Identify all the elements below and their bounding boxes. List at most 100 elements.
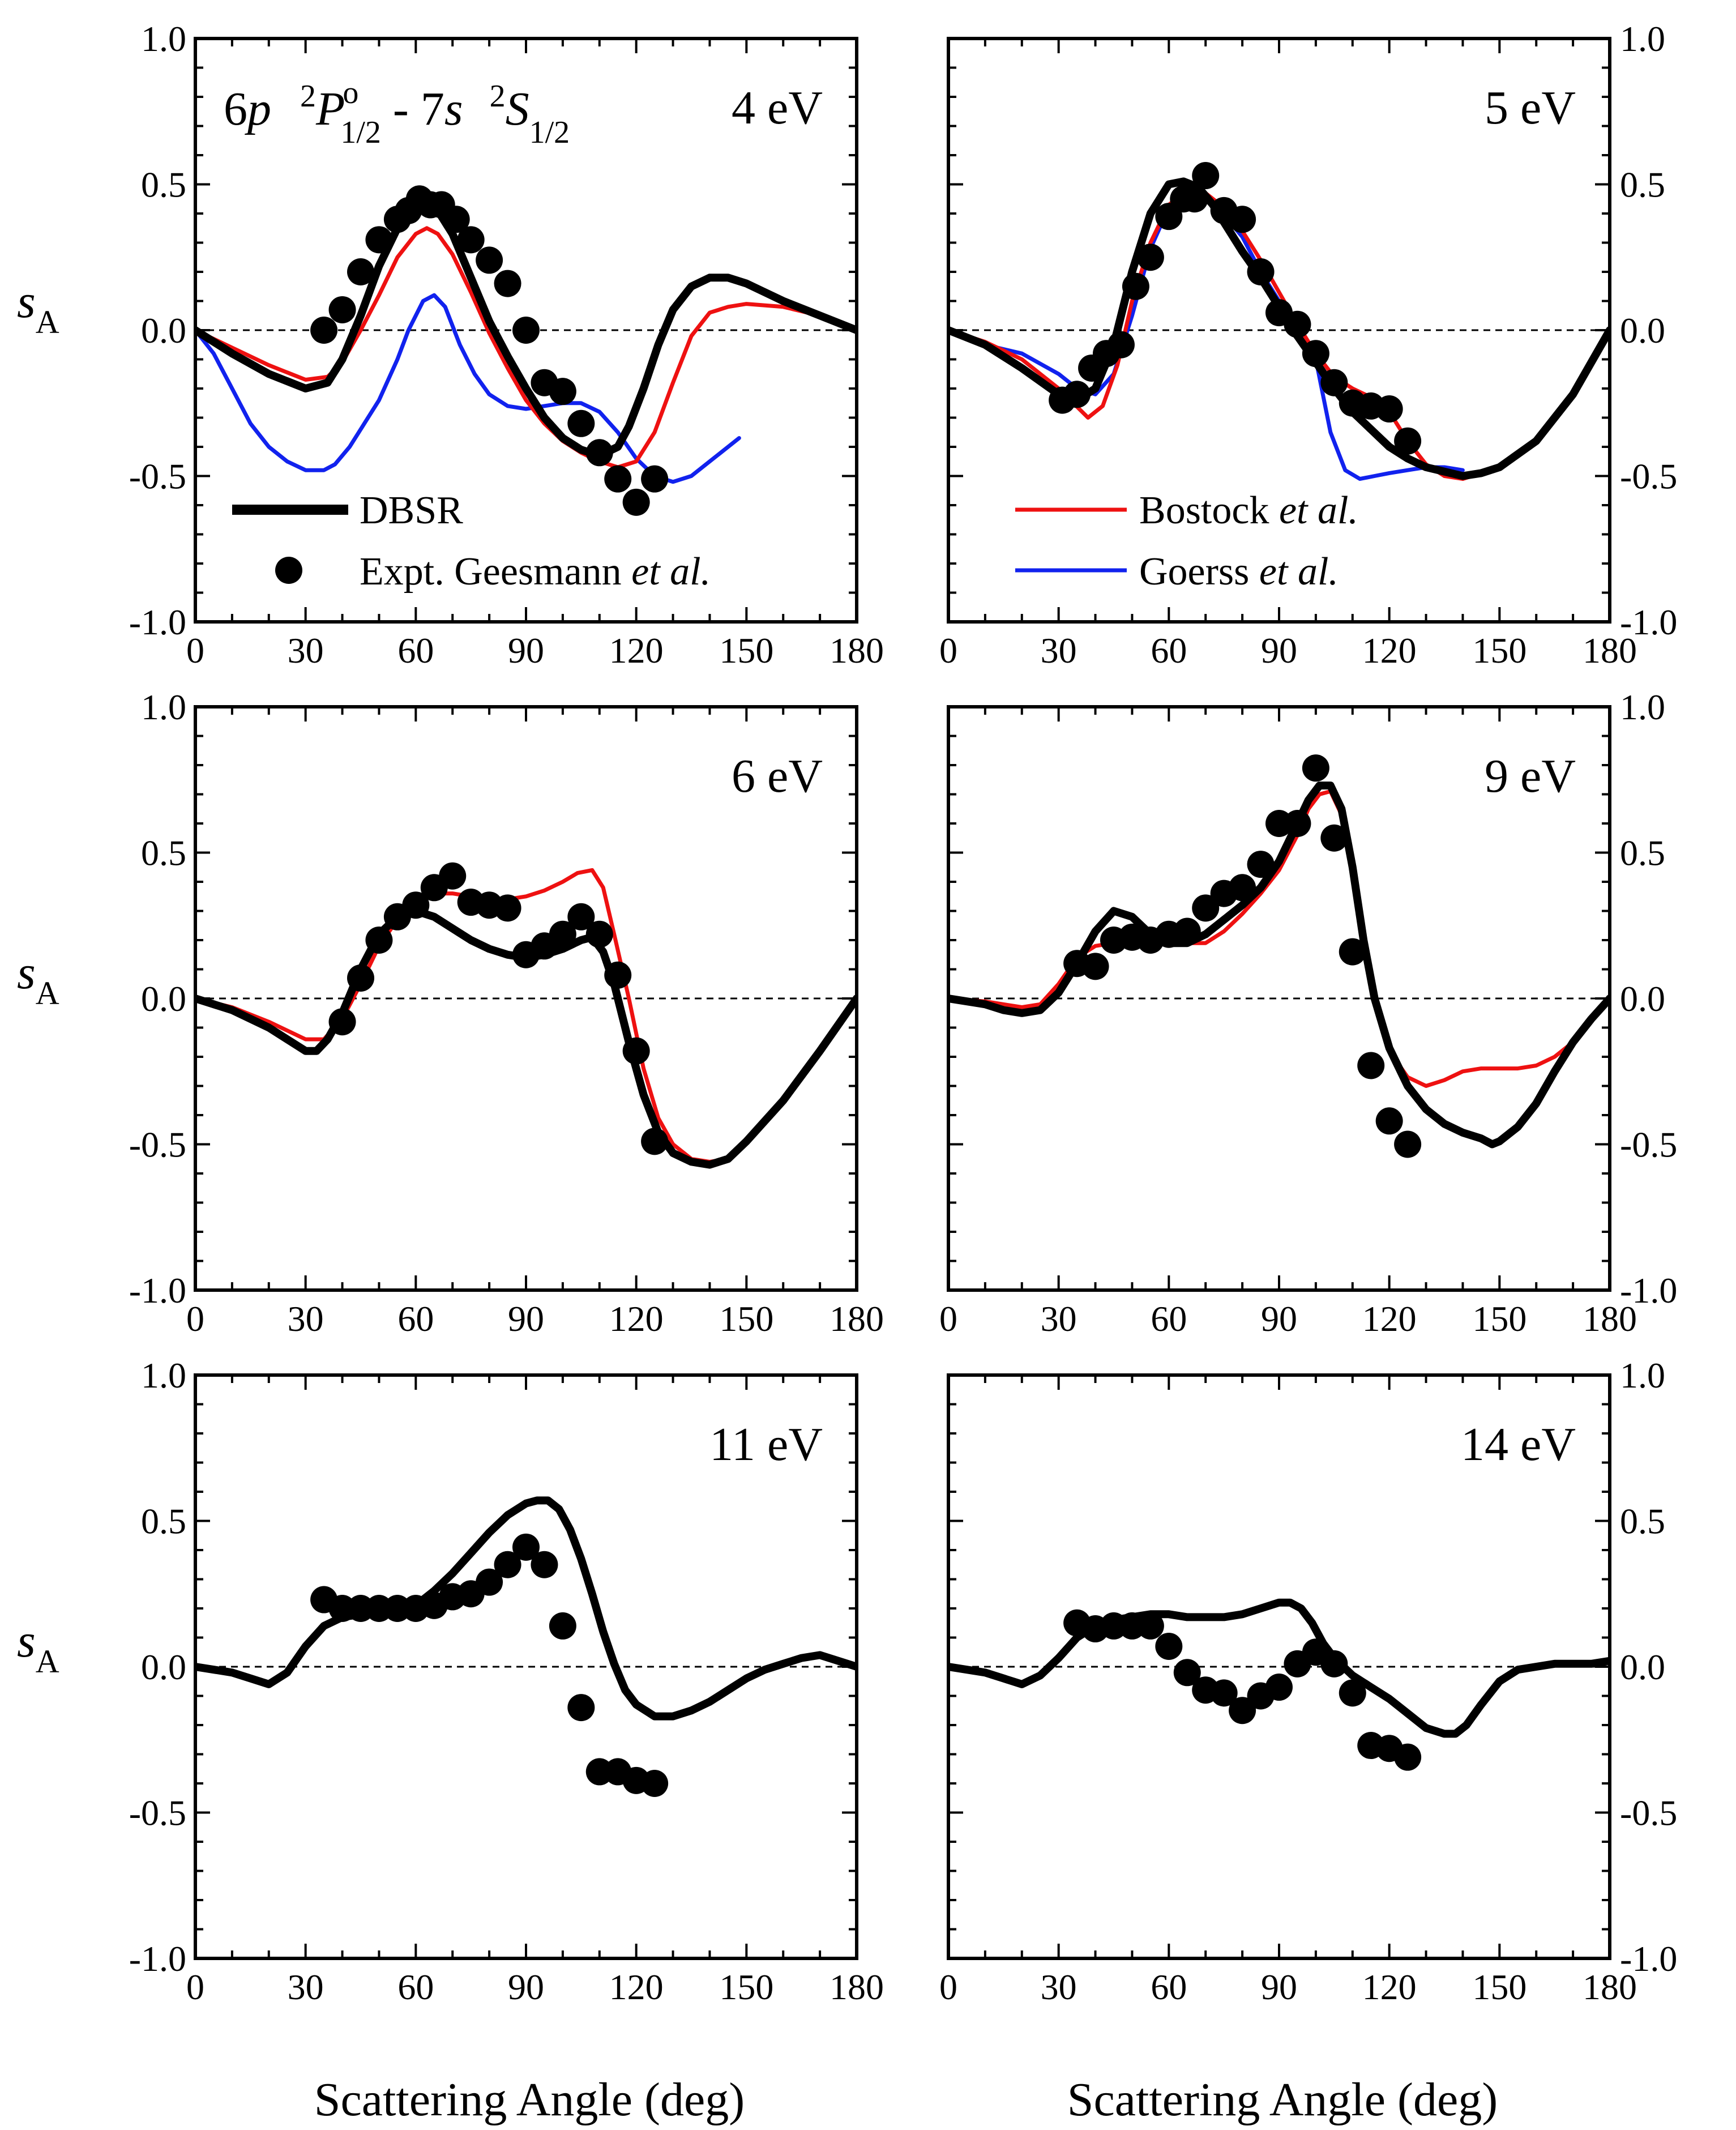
x-tick-label: 90 [508, 1967, 544, 2007]
x-tick-label: 120 [1362, 1299, 1417, 1339]
y-tick-label: 0.0 [141, 310, 186, 351]
energy-label: 4 eV [732, 82, 823, 134]
y-tick-label: -0.5 [1620, 1125, 1677, 1165]
x-tick-label: 150 [719, 1967, 773, 2007]
expt-point [1229, 206, 1256, 233]
panel-14-ev: 0 30 60 90 120 150 180-1.0 -0.5 0.0 0.5 1.0 14 eV [939, 1355, 1677, 2007]
x-tick-label: 180 [1583, 1299, 1637, 1339]
expt-point [1302, 754, 1329, 782]
expt-point [1284, 810, 1311, 837]
expt-point [641, 1128, 669, 1155]
x-tick-label: 180 [829, 1299, 884, 1339]
expt-point [604, 465, 632, 493]
expt-point [1192, 162, 1220, 190]
expt-point [1081, 953, 1109, 980]
energy-label: 9 eV [1485, 750, 1576, 803]
series-dbsr-line [948, 782, 1610, 1149]
y-tick-label: 0.5 [1620, 165, 1665, 205]
expt-point [622, 488, 650, 516]
energy-label: 11 eV [709, 1418, 823, 1471]
x-tick-label: 0 [186, 630, 204, 671]
expt-point [567, 409, 595, 437]
expt-point [1320, 369, 1348, 396]
x-tick-label: 0 [939, 630, 957, 671]
expt-point [1210, 1679, 1238, 1707]
legend-expt-label: Expt. Geesmann et al. [360, 550, 711, 594]
legend-goerss-label: Goerss et al. [1139, 550, 1339, 594]
panel-9-ev: 0 30 60 90 120 150 180-1.0 -0.5 0.0 0.5 1.0 9 eV [939, 687, 1677, 1339]
x-tick-label: 90 [508, 630, 544, 671]
x-tick-label: 30 [288, 1299, 324, 1339]
expt-point [1302, 340, 1329, 368]
expt-point [549, 1612, 576, 1640]
y-tick-label: 0.0 [141, 979, 186, 1019]
y-tick-label: 1.0 [141, 19, 186, 59]
expt-point [622, 1037, 650, 1065]
series-group [195, 200, 857, 484]
expt-point [1375, 1107, 1403, 1135]
expt-point [1173, 917, 1201, 945]
series-bostock-line [195, 226, 857, 469]
y-tick-label: 0.5 [1620, 833, 1665, 873]
y-tick-label: -1.0 [129, 1270, 186, 1311]
x-tick-label: 60 [397, 1967, 434, 2007]
series-group [948, 782, 1610, 1149]
energy-label: 6 eV [732, 750, 823, 803]
plot-frame [947, 37, 1611, 624]
expt-point [1229, 1697, 1256, 1725]
expt-point [494, 894, 521, 922]
y-tick-label: -0.5 [129, 456, 186, 497]
x-tick-label: 150 [1472, 630, 1527, 671]
y-tick-label: -0.5 [1620, 456, 1677, 497]
expt-point [476, 246, 503, 274]
expt-point [1394, 427, 1422, 455]
expt-point [1107, 331, 1135, 358]
transition-label: 6p 2Po 1/2 - 7s 2S1/2 [224, 75, 570, 150]
energy-label: 14 eV [1461, 1418, 1576, 1471]
x-tick-label: 60 [1151, 630, 1187, 671]
expt-point [585, 439, 613, 467]
y-tick-label: 1.0 [141, 687, 186, 727]
expt-point [1339, 938, 1366, 966]
expt-point [1320, 1650, 1348, 1677]
plot-frame [947, 1373, 1611, 1960]
series-dbsr-line [948, 1598, 1610, 1738]
x-tick-label: 0 [939, 1967, 957, 2007]
expt-point [512, 1533, 540, 1561]
expt-point [476, 1568, 503, 1596]
y-tick-label: -1.0 [1620, 602, 1677, 642]
y-tick-label: 0.5 [141, 165, 186, 205]
expt-point [567, 1694, 595, 1722]
series-group [948, 1598, 1610, 1738]
x-tick-label: 90 [508, 1299, 544, 1339]
legend-left: DBSR Expt. Geesmann et al. [232, 489, 711, 594]
expt-point [604, 961, 632, 989]
expt-point [1192, 894, 1220, 922]
y-tick-label: -0.5 [1620, 1793, 1677, 1833]
expt-point [1265, 1674, 1293, 1701]
energy-label: 5 eV [1485, 82, 1576, 134]
y-tick-label: -0.5 [129, 1125, 186, 1165]
x-tick-label: 60 [397, 1299, 434, 1339]
expt-point [549, 378, 576, 405]
legend-bostock-label: Bostock et al. [1139, 489, 1358, 532]
y-tick-label: -1.0 [1620, 1270, 1677, 1311]
expt-point [1339, 1679, 1366, 1707]
series-bostock-line [195, 868, 857, 1164]
ylabel-row3: sA [17, 1615, 59, 1680]
panel-6-ev: 0 30 60 90 120 150 180 -1.0 -0.5 0.0 0.5 1.0 6 eV [129, 687, 884, 1339]
x-tick-label: 120 [1362, 630, 1417, 671]
series-group [195, 868, 857, 1169]
x-tick-label: 120 [609, 1299, 664, 1339]
expt-point [1155, 1632, 1183, 1660]
y-tick-label: 0.0 [141, 1647, 186, 1687]
expt-point [1284, 310, 1311, 338]
panel-5-ev: 0 30 60 90 120 150 180-1.0 -0.5 0.0 0.5 1.0 5 eV [939, 19, 1677, 671]
x-tick-label: 180 [829, 630, 884, 671]
expt-point [457, 226, 485, 254]
expt-point [328, 1008, 356, 1036]
expt-point [328, 296, 356, 323]
expt-point [365, 226, 393, 254]
series-goerss-line [195, 293, 741, 484]
x-tick-label: 30 [1041, 1299, 1077, 1339]
